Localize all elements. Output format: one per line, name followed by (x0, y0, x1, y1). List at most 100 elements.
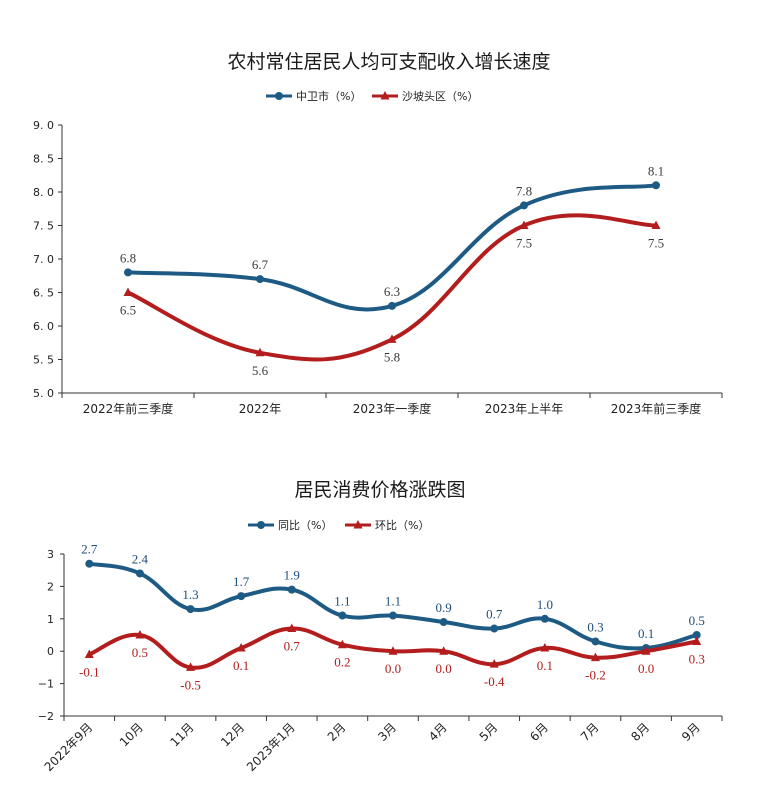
legend: 同比（%） 环比（%） (248, 519, 429, 532)
y-tick-label: 1 (47, 613, 54, 626)
legend-item-zhongwei-label: 中卫市（%） (296, 89, 361, 103)
data-label: 0.1 (233, 658, 249, 673)
legend-item-zhongwei-marker (275, 92, 283, 100)
x-tick-label: 2023年一季度 (353, 401, 432, 416)
series-yoy-point (338, 611, 347, 620)
data-label: 0.3 (587, 619, 603, 634)
data-label: -0.4 (484, 674, 505, 689)
x-tick-label: 3月 (375, 720, 399, 744)
data-label: 6.3 (384, 284, 400, 299)
data-label: 0.1 (537, 658, 553, 673)
series-shapotou-point (387, 334, 397, 343)
series-mom-point (590, 652, 600, 662)
legend-item-mom-label: 环比（%） (375, 519, 429, 532)
series-shapotou-point (651, 220, 661, 229)
x-tick-label: 8月 (628, 720, 652, 744)
x-tick-label: 11月 (167, 720, 196, 749)
data-label: 0.9 (435, 600, 451, 615)
data-label: 0.5 (132, 645, 148, 660)
series-mom: -0.1 0.5 -0.5 0.1 0.7 0.2 0.0 0.0 -0.4 0.1 -0.2 0.0… (79, 623, 705, 692)
x-tick-label: 2月 (325, 720, 349, 744)
series-zhongwei-point (652, 181, 660, 190)
y-tick-label: 5. 0 (33, 387, 54, 400)
data-label: 1.3 (182, 587, 198, 602)
legend-item-shapotou-marker (380, 91, 390, 100)
data-label: 0.7 (284, 639, 301, 654)
data-label: 0.0 (435, 661, 451, 676)
data-label: 0.2 (334, 655, 350, 670)
data-label: 6.8 (120, 250, 136, 265)
y-tick-label: 6. 5 (33, 287, 54, 300)
y-tick-label: 8. 5 (33, 153, 54, 166)
y-tick-label: 7. 0 (33, 253, 54, 266)
legend: 中卫市（%） 沙坡头区（%） (266, 89, 478, 103)
data-label: 6.7 (252, 257, 269, 272)
data-label: 0.7 (486, 607, 503, 622)
series-yoy-point (692, 631, 701, 639)
series-yoy-point (439, 618, 448, 627)
x-tick-label: 2023年前三季度 (611, 401, 702, 416)
series-zhongwei-point (256, 275, 264, 284)
series-yoy-point (591, 637, 600, 646)
y-tick-label: −1 (38, 678, 54, 691)
data-label: 2.7 (81, 542, 98, 557)
data-label: 0.5 (689, 613, 705, 628)
series-yoy-point (490, 624, 499, 633)
series-mom-point (388, 646, 398, 655)
data-label: 1.0 (537, 597, 553, 612)
series-shapotou: 6.5 5.6 5.8 7.5 7.5 (120, 213, 664, 378)
data-label: 1.1 (334, 594, 350, 609)
series-zhongwei-point (124, 268, 132, 277)
x-tick-label: 2022年9月 (42, 720, 96, 774)
data-label: 5.8 (384, 349, 400, 364)
data-label: 8.1 (648, 163, 664, 178)
series-mom-point (439, 646, 449, 655)
data-label: -0.1 (79, 664, 100, 679)
series-yoy-point (237, 592, 246, 601)
chart-title: 居民消费价格涨跌图 (294, 479, 465, 501)
y-tick-label: 0 (47, 645, 54, 658)
data-label: 0.3 (689, 651, 705, 666)
legend-item-yoy-marker (257, 521, 265, 529)
x-tick-label: 2022年前三季度 (83, 401, 174, 416)
series-mom-point (540, 642, 550, 652)
x-tick-label: 2023年1月 (244, 720, 298, 774)
data-label: 1.7 (233, 574, 250, 589)
data-label: 2.4 (132, 551, 149, 566)
data-label: 6.5 (120, 303, 136, 318)
y-tick-label: −2 (38, 710, 54, 723)
x-tick-label: 2022年 (239, 402, 282, 416)
x-tick-label: 6月 (527, 720, 551, 744)
data-label: -0.5 (180, 677, 201, 692)
y-tick-label: 8. 0 (33, 186, 54, 199)
series-zhongwei-point (388, 301, 396, 310)
y-tick-label: 6. 0 (33, 320, 54, 333)
series-yoy: 2.7 2.4 1.3 1.7 1.9 1.1 1.1 0.9 0.7 1.0 0.3 0.1 0.5 (81, 542, 705, 652)
data-label: 1.1 (385, 594, 401, 609)
series-mom-point (186, 662, 196, 671)
series-zhongwei: 6.8 6.7 6.3 7.8 8.1 (120, 163, 664, 312)
y-tick-label: 3 (47, 548, 54, 561)
data-label: 7.8 (516, 183, 532, 198)
data-label: -0.2 (585, 668, 606, 683)
data-label: 5.6 (252, 363, 269, 378)
series-mom-point (236, 642, 246, 652)
data-label: 1.9 (284, 568, 300, 583)
series-mom-point (287, 623, 297, 633)
series-zhongwei-point (520, 201, 528, 210)
legend-item-yoy-label: 同比（%） (278, 519, 332, 532)
series-shapotou-point (123, 287, 133, 296)
series-shapotou-point (519, 220, 529, 229)
data-label: 0.1 (638, 626, 654, 641)
x-tick-label: 12月 (218, 720, 247, 749)
y-tick-label: 9. 0 (33, 119, 54, 132)
data-label: 0.0 (385, 661, 401, 676)
x-tick-label: 2023年上半年 (485, 402, 564, 416)
x-tick-label: 10月 (117, 720, 146, 749)
series-yoy-point (389, 611, 397, 620)
data-label: 7.5 (516, 236, 532, 251)
